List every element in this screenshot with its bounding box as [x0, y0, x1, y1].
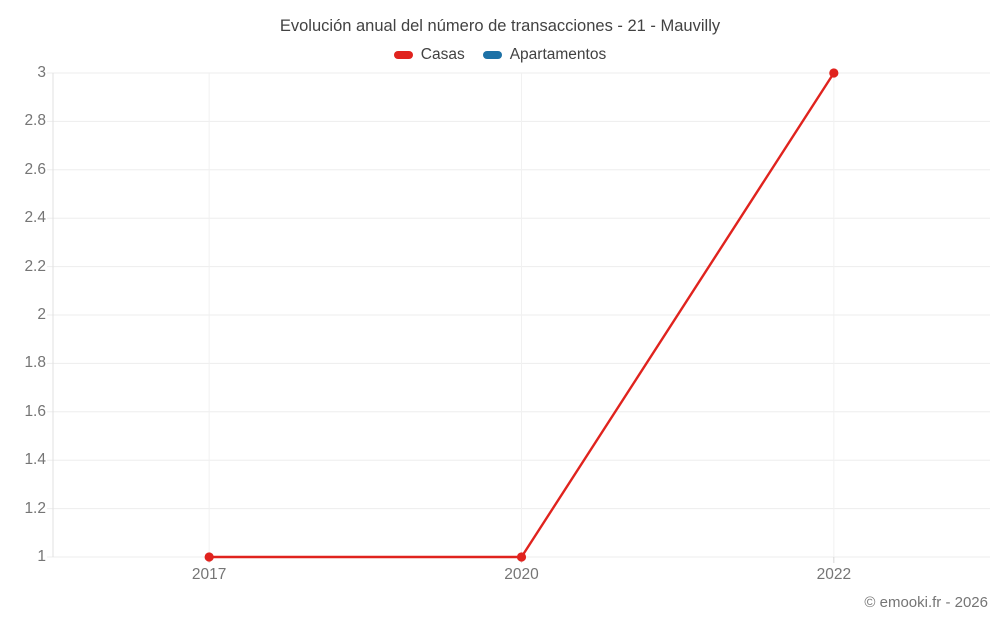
legend: Casas Apartamentos	[0, 46, 1000, 64]
legend-label-apartamentos: Apartamentos	[509, 46, 607, 63]
casas-color-swatch-icon	[393, 51, 413, 59]
x-axis-tick-label: 2017	[191, 566, 227, 583]
y-axis-tick-label: 2	[37, 306, 46, 323]
casas-data-point[interactable]	[829, 68, 839, 78]
y-axis-tick-label: 1.2	[24, 499, 46, 517]
y-axis-tick-label: 3	[37, 64, 46, 81]
x-axis-tick-label: 2020	[504, 566, 539, 583]
legend-item-casas[interactable]: Casas	[393, 46, 465, 64]
y-axis-tick-label: 1.6	[24, 402, 46, 420]
y-axis-tick-label: 2.6	[24, 160, 46, 178]
apartamentos-color-swatch-icon	[482, 51, 502, 59]
casas-data-point[interactable]	[516, 552, 527, 562]
y-axis-tick-label: 2.8	[24, 112, 46, 130]
y-axis-tick-label: 1.8	[24, 354, 46, 372]
y-axis-tick-label: 2.2	[24, 257, 46, 275]
x-axis-tick-label: 2022	[816, 566, 852, 583]
legend-label-casas: Casas	[420, 46, 465, 63]
copyright-text: © emooki.fr - 2026	[864, 594, 988, 611]
casas-data-point[interactable]	[204, 552, 214, 562]
y-axis-tick-label: 2.4	[24, 209, 46, 227]
y-axis-tick-label: 1	[37, 548, 46, 565]
y-axis-tick-label: 1.4	[24, 451, 46, 469]
legend-item-apartamentos[interactable]: Apartamentos	[482, 46, 607, 64]
chart-title: Evolución anual del número de transaccio…	[279, 17, 721, 35]
